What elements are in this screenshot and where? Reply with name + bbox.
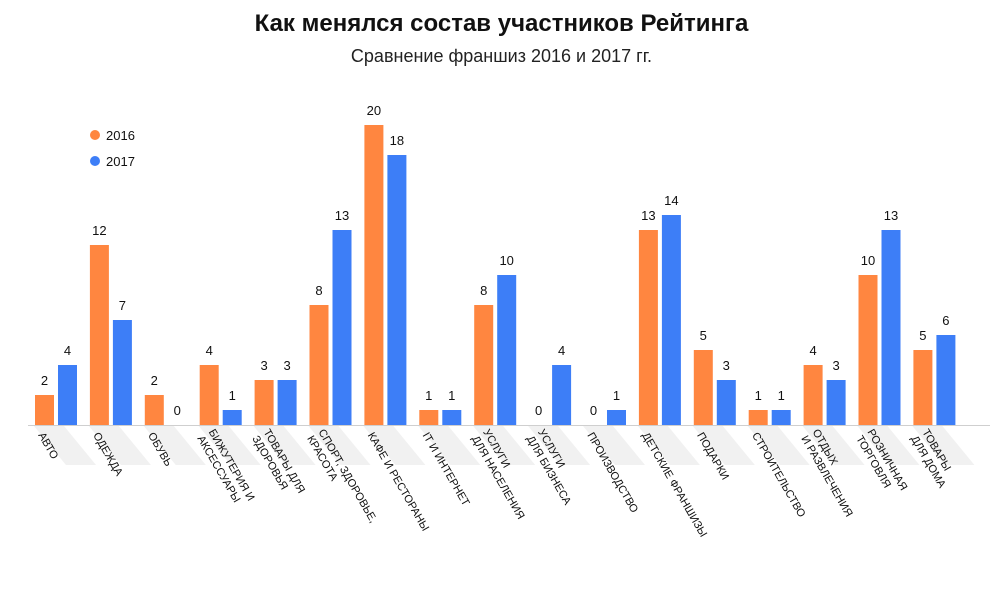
bar-2017-11 (661, 215, 681, 425)
data-label-2017-15: 13 (884, 208, 898, 223)
category-band (34, 426, 96, 465)
data-label-2016-10: 0 (590, 403, 597, 418)
bar-2016-14 (803, 365, 823, 425)
data-label-2017-11: 14 (664, 193, 678, 208)
data-label-2016-3: 4 (206, 343, 213, 358)
data-label-2016-0: 2 (41, 373, 48, 388)
data-label-2017-2: 0 (174, 403, 181, 418)
bar-2017-16 (936, 335, 956, 425)
bar-2016-4 (254, 380, 274, 425)
data-label-2017-10: 1 (613, 388, 620, 403)
data-label-2017-4: 3 (283, 358, 290, 373)
category-band (747, 426, 810, 465)
data-label-2016-4: 3 (260, 358, 267, 373)
data-label-2017-7: 1 (448, 388, 455, 403)
data-label-2017-0: 4 (64, 343, 71, 358)
category-band (802, 426, 865, 465)
category-band (308, 426, 371, 465)
bar-2017-15 (881, 230, 901, 425)
bar-2016-16 (913, 350, 933, 425)
bar-2016-3 (199, 365, 219, 425)
data-label-2016-16: 5 (919, 328, 926, 343)
data-label-2017-3: 1 (229, 388, 236, 403)
chart-title: Как менялся состав участников Рейтинга (254, 10, 749, 37)
bar-2016-7 (419, 410, 439, 425)
category-band (88, 426, 151, 465)
bar-2016-0 (35, 395, 54, 425)
data-label-2017-6: 18 (390, 133, 404, 148)
data-label-2016-12: 5 (700, 328, 707, 343)
data-label-2017-5: 13 (335, 208, 349, 223)
data-label-2016-9: 0 (535, 403, 542, 418)
bar-2016-2 (144, 395, 164, 425)
data-label-2016-14: 4 (809, 343, 816, 358)
bar-2017-3 (222, 410, 242, 425)
category-band (363, 426, 426, 465)
category-band (637, 426, 700, 465)
bar-2016-1 (89, 245, 109, 425)
bar-2017-4 (277, 380, 297, 425)
data-label-2016-11: 13 (641, 208, 655, 223)
data-label-2016-1: 12 (92, 223, 106, 238)
bar-2017-6 (387, 155, 407, 425)
bar-2016-12 (693, 350, 713, 425)
bar-2017-14 (826, 380, 846, 425)
category-band (857, 426, 920, 465)
data-label-2016-6: 20 (367, 103, 381, 118)
bar-2017-1 (112, 320, 132, 425)
data-label-2017-13: 1 (778, 388, 785, 403)
data-label-2017-8: 10 (499, 253, 513, 268)
chart-subtitle: Сравнение франшиз 2016 и 2017 гг. (350, 46, 653, 66)
data-label-2017-14: 3 (832, 358, 839, 373)
bar-2016-8 (474, 305, 494, 425)
data-label-2016-2: 2 (151, 373, 158, 388)
data-label-2016-7: 1 (425, 388, 432, 403)
bar-2017-0 (58, 365, 77, 425)
category-band (528, 426, 591, 465)
legend-label-2016: 2016 (106, 128, 135, 143)
bar-2017-12 (716, 380, 736, 425)
bar-2016-15 (858, 275, 878, 425)
bar-2017-5 (332, 230, 352, 425)
category-band (253, 426, 316, 465)
bar-2017-8 (497, 275, 517, 425)
bar-2016-11 (638, 230, 658, 425)
legend-label-2017: 2017 (106, 154, 135, 169)
data-label-2016-8: 8 (480, 283, 487, 298)
category-band (912, 426, 975, 465)
data-label-2016-5: 8 (315, 283, 322, 298)
category-band (692, 426, 755, 465)
data-label-2017-12: 3 (723, 358, 730, 373)
category-band (418, 426, 481, 465)
data-label-2017-16: 6 (942, 313, 949, 328)
data-label-2016-13: 1 (755, 388, 762, 403)
data-label-2017-1: 7 (119, 298, 126, 313)
bar-2016-13 (748, 410, 768, 425)
legend-marker-2016 (90, 130, 100, 140)
bar-2017-10 (607, 410, 626, 425)
bar-2016-6 (364, 125, 384, 425)
bar-2017-9 (552, 365, 572, 425)
category-band (143, 426, 206, 465)
data-label-2017-9: 4 (558, 343, 565, 358)
bar-2017-13 (771, 410, 791, 425)
category-band (473, 426, 536, 465)
legend-marker-2017 (90, 156, 100, 166)
bar-2017-7 (442, 410, 462, 425)
data-label-2016-15: 10 (861, 253, 875, 268)
category-band (198, 426, 261, 465)
category-band (583, 426, 645, 465)
bar-2016-5 (309, 305, 329, 425)
